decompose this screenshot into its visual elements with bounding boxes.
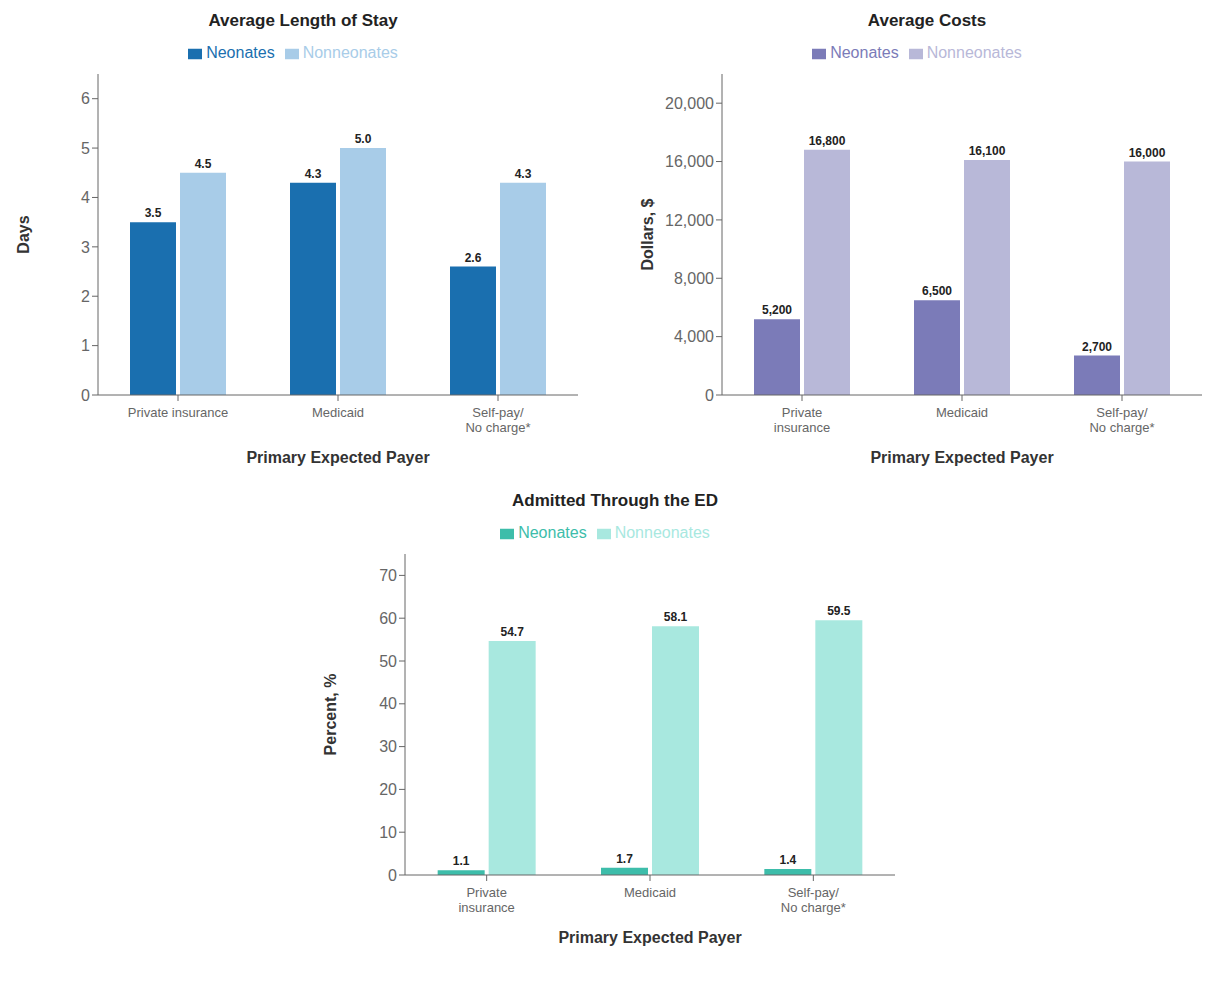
svg-text:Medicaid: Medicaid bbox=[936, 405, 988, 420]
svg-text:30: 30 bbox=[379, 738, 397, 755]
svg-text:16,000: 16,000 bbox=[1129, 146, 1166, 160]
html-text:Nonneonates: Nonneonates bbox=[926, 44, 1022, 61]
svg-text:Self-pay/No charge*: Self-pay/No charge* bbox=[465, 405, 530, 435]
svg-text:10: 10 bbox=[379, 824, 397, 841]
svg-text:58.1: 58.1 bbox=[664, 610, 688, 624]
svg-text:Primary Expected Payer: Primary Expected Payer bbox=[558, 929, 741, 946]
html-text:Admitted Through the ED: Admitted Through the ED bbox=[512, 491, 718, 510]
svg-text:54.7: 54.7 bbox=[500, 625, 524, 639]
svg-text:16,000: 16,000 bbox=[665, 153, 714, 170]
svg-text:Self-pay/No charge*: Self-pay/No charge* bbox=[1089, 405, 1154, 435]
svg-text:Percent, %: Percent, % bbox=[322, 674, 339, 756]
svg-text:4: 4 bbox=[81, 189, 90, 206]
svg-text:Primary Expected Payer: Primary Expected Payer bbox=[246, 449, 429, 466]
svg-text:5: 5 bbox=[81, 140, 90, 157]
svg-text:60: 60 bbox=[379, 610, 397, 627]
svg-text:1: 1 bbox=[81, 337, 90, 354]
svg-text:Days: Days bbox=[15, 215, 32, 253]
svg-text:Privateinsurance: Privateinsurance bbox=[774, 405, 830, 435]
svg-text:0: 0 bbox=[81, 387, 90, 404]
svg-text:2: 2 bbox=[81, 288, 90, 305]
svg-text:12,000: 12,000 bbox=[665, 212, 714, 229]
svg-text:6,500: 6,500 bbox=[922, 284, 952, 298]
svg-text:Medicaid: Medicaid bbox=[624, 885, 676, 900]
svg-text:4,000: 4,000 bbox=[674, 328, 714, 345]
html-text:Nonneonates: Nonneonates bbox=[614, 524, 710, 541]
svg-text:70: 70 bbox=[379, 567, 397, 584]
svg-text:8,000: 8,000 bbox=[674, 270, 714, 287]
svg-text:1.4: 1.4 bbox=[779, 853, 796, 867]
html-text:Average Length of Stay: Average Length of Stay bbox=[208, 11, 398, 30]
svg-text:20,000: 20,000 bbox=[665, 95, 714, 112]
svg-text:Private insurance: Private insurance bbox=[128, 405, 228, 420]
svg-text:5,200: 5,200 bbox=[762, 303, 792, 317]
svg-text:5.0: 5.0 bbox=[355, 132, 372, 146]
svg-text:2.6: 2.6 bbox=[465, 251, 482, 265]
svg-text:16,100: 16,100 bbox=[969, 144, 1006, 158]
svg-text:3.5: 3.5 bbox=[145, 206, 162, 220]
svg-text:1.1: 1.1 bbox=[453, 854, 470, 868]
html-text:Average Costs: Average Costs bbox=[867, 11, 987, 30]
svg-text:6: 6 bbox=[81, 90, 90, 107]
svg-text:0: 0 bbox=[388, 867, 397, 884]
html-text:Neonates: Neonates bbox=[830, 44, 899, 61]
svg-text:50: 50 bbox=[379, 653, 397, 670]
svg-text:4.3: 4.3 bbox=[305, 167, 322, 181]
svg-text:Self-pay/No charge*: Self-pay/No charge* bbox=[781, 885, 846, 915]
svg-text:Medicaid: Medicaid bbox=[312, 405, 364, 420]
svg-text:20: 20 bbox=[379, 781, 397, 798]
svg-text:Dollars, $: Dollars, $ bbox=[639, 198, 656, 270]
svg-text:4.3: 4.3 bbox=[515, 167, 532, 181]
svg-text:1.7: 1.7 bbox=[616, 852, 633, 866]
svg-text:Privateinsurance: Privateinsurance bbox=[458, 885, 514, 915]
svg-text:3: 3 bbox=[81, 239, 90, 256]
svg-text:16,800: 16,800 bbox=[809, 134, 846, 148]
html-text:Nonneonates: Nonneonates bbox=[302, 44, 398, 61]
svg-text:59.5: 59.5 bbox=[827, 604, 851, 618]
svg-text:40: 40 bbox=[379, 695, 397, 712]
svg-text:Primary Expected Payer: Primary Expected Payer bbox=[870, 449, 1053, 466]
svg-text:2,700: 2,700 bbox=[1082, 340, 1112, 354]
html-text:Neonates: Neonates bbox=[206, 44, 275, 61]
html-text:Neonates: Neonates bbox=[518, 524, 587, 541]
svg-text:0: 0 bbox=[705, 387, 714, 404]
svg-text:4.5: 4.5 bbox=[195, 157, 212, 171]
